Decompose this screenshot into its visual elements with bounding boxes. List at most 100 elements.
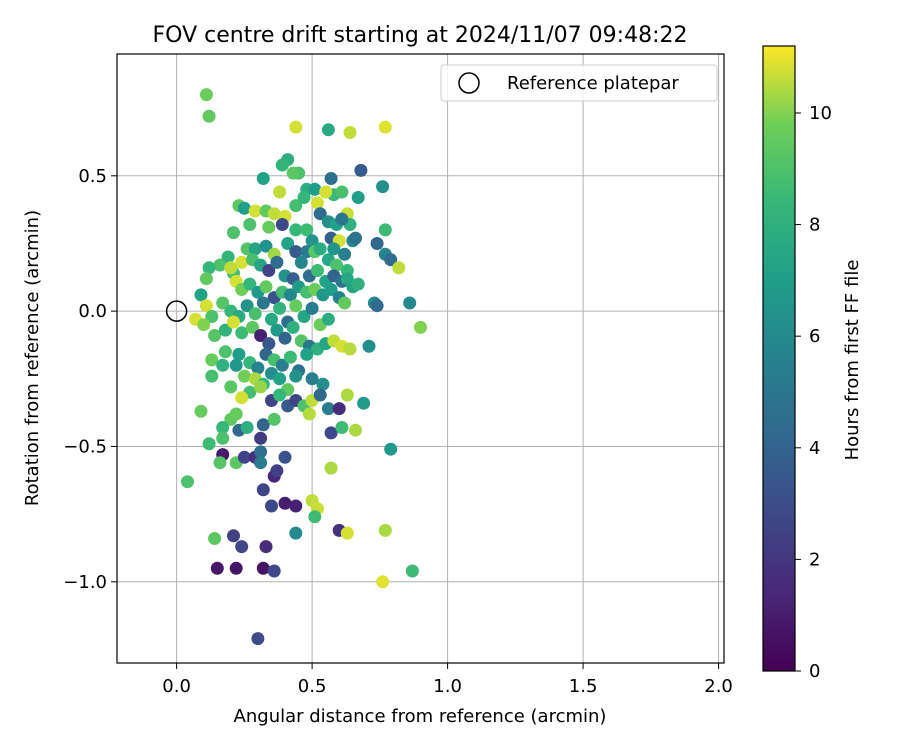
- scatter-point: [330, 258, 343, 272]
- scatter-point: [321, 402, 335, 416]
- scatter-point: [213, 258, 227, 272]
- scatter-point: [259, 540, 273, 554]
- scatter-point: [205, 369, 219, 383]
- scatter-point: [254, 445, 268, 459]
- plot-area: [117, 54, 724, 663]
- scatter-point: [324, 172, 338, 185]
- scatter-point: [254, 380, 268, 394]
- scatter-point: [205, 310, 219, 323]
- scatter-point: [349, 231, 362, 245]
- scatter-point: [376, 180, 390, 194]
- scatter-point: [248, 307, 262, 321]
- colorbar-tick-label: 8: [809, 215, 820, 236]
- scatter-point: [335, 185, 349, 199]
- scatter-point: [340, 388, 354, 402]
- plot-frame: [116, 53, 725, 664]
- scatter-point: [218, 323, 232, 337]
- scatter-point: [267, 564, 281, 578]
- scatter-point: [289, 499, 303, 513]
- scatter-point: [311, 264, 324, 277]
- scatter-point: [194, 288, 208, 302]
- colorbar-ticks: 0 2 4 6 8 10: [795, 103, 832, 682]
- scatter-point: [243, 277, 257, 291]
- scatter-point: [259, 280, 273, 294]
- scatter-point: [327, 242, 341, 256]
- legend: Reference platepar: [440, 64, 718, 102]
- scatter-point: [273, 372, 287, 386]
- scatter-point: [270, 464, 284, 478]
- scatter-point: [202, 109, 216, 123]
- scatter-point: [378, 120, 392, 134]
- scatter-point: [338, 247, 352, 261]
- scatter-point: [370, 299, 384, 313]
- scatter-point: [213, 456, 227, 470]
- scatter-point: [270, 323, 284, 337]
- scatter-point: [311, 196, 324, 210]
- scatter-point: [256, 561, 270, 575]
- scatter-point: [259, 239, 273, 253]
- scatter-point: [332, 402, 346, 416]
- scatter-point: [305, 372, 319, 386]
- scatter-point: [278, 450, 292, 464]
- scatter-point: [357, 396, 371, 410]
- scatter-point: [240, 421, 254, 434]
- colorbar-tick-label: 4: [809, 438, 820, 459]
- reference-marker: [165, 300, 188, 322]
- scatter-point: [216, 296, 230, 310]
- scatter-point: [376, 575, 390, 589]
- y-tick-label: 0.0: [78, 301, 107, 322]
- scatter-point: [316, 377, 330, 391]
- scatter-point: [313, 207, 327, 221]
- scatter-point: [265, 499, 278, 513]
- scatter-point: [308, 510, 322, 524]
- scatter-point: [378, 223, 392, 237]
- scatter-point: [248, 204, 262, 218]
- scatter-point: [308, 182, 322, 196]
- scatter-point: [321, 123, 335, 137]
- scatter-point: [227, 226, 240, 240]
- scatter-point: [262, 337, 276, 351]
- scatter-point: [392, 261, 406, 275]
- scatter-point: [262, 220, 276, 234]
- scatter-point: [202, 261, 216, 275]
- scatter-point: [300, 223, 314, 237]
- scatter-point: [254, 456, 268, 470]
- scatter-point: [235, 255, 249, 269]
- scatter-point: [267, 207, 281, 221]
- scatter-point: [297, 191, 311, 204]
- colorbar-tick-label: 2: [809, 549, 820, 570]
- colorbar-tick-label: 0: [809, 661, 820, 682]
- scatter-point: [256, 296, 270, 310]
- scatter-point: [297, 310, 311, 323]
- scatter-point: [289, 199, 303, 213]
- scatter-point: [251, 632, 265, 646]
- scatter-point: [224, 261, 238, 275]
- scatter-point: [324, 426, 338, 440]
- scatter-point: [270, 255, 284, 269]
- scatter-point: [289, 245, 303, 259]
- scatter-point: [205, 353, 219, 367]
- scatter-point: [275, 218, 289, 231]
- scatter-point: [197, 318, 211, 332]
- x-tick-label: 2.0: [704, 676, 733, 697]
- colorbar: 0 2 4 6 8 10 Hours from first FF file: [762, 45, 863, 682]
- colorbar-tick-label: 6: [809, 326, 820, 347]
- scatter-point: [202, 437, 216, 451]
- scatter-point: [235, 326, 249, 340]
- scatter-point: [235, 540, 249, 554]
- scatter-point: [248, 242, 262, 256]
- scatter-point: [405, 564, 419, 578]
- scatter-point: [254, 431, 268, 445]
- scatter-point: [216, 431, 230, 445]
- x-axis-ticks: 0.0 0.5 1.0 1.5 2.0: [162, 663, 733, 697]
- scatter-point: [246, 320, 259, 334]
- scatter-point: [305, 301, 319, 315]
- x-axis-label: Angular distance from reference (arcmin): [234, 706, 607, 727]
- scatter-point: [278, 331, 292, 345]
- colorbar-gradient: [762, 45, 796, 672]
- scatter-point: [237, 201, 251, 215]
- scatter-point: [414, 320, 427, 334]
- scatter-point: [275, 158, 289, 172]
- scatter-point: [354, 163, 368, 177]
